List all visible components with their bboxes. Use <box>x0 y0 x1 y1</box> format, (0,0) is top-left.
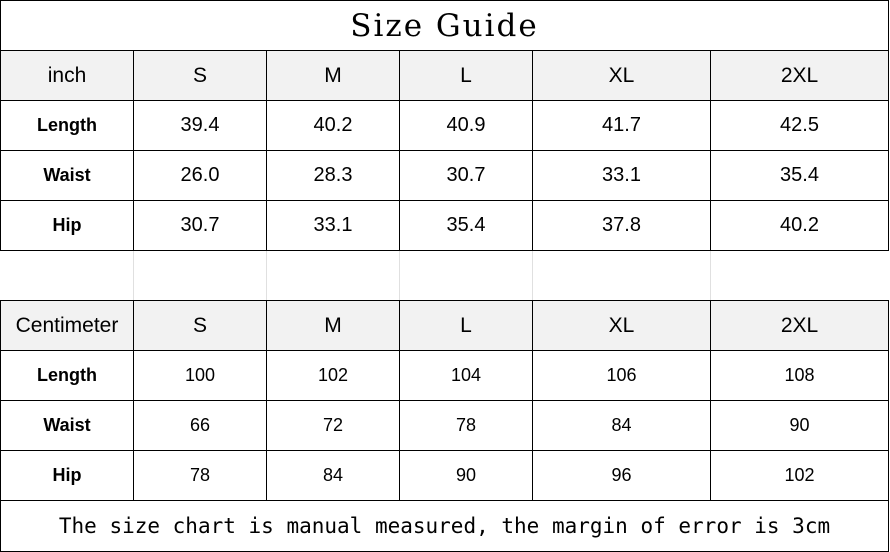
measurement-cell: 26.0 <box>133 150 267 201</box>
table-row: Waist 26.0 28.3 30.7 33.1 35.4 <box>0 150 889 201</box>
size-header: 2XL <box>710 50 889 101</box>
size-header: S <box>133 300 267 351</box>
measurement-cell: 96 <box>532 450 711 501</box>
header-row: Centimeter S M L XL 2XL <box>0 300 889 351</box>
row-label: Waist <box>0 400 134 451</box>
page-title: Size Guide <box>0 0 889 50</box>
row-label: Hip <box>0 450 134 501</box>
measurement-cell: 40.9 <box>399 100 533 151</box>
measurement-cell: 84 <box>266 450 400 501</box>
table-row: Hip 78 84 90 96 102 <box>0 450 889 501</box>
measurement-cell: 40.2 <box>710 200 889 251</box>
unit-label: inch <box>0 50 134 101</box>
row-label: Waist <box>0 150 134 201</box>
measurement-cell: 42.5 <box>710 100 889 151</box>
measurement-cell: 72 <box>266 400 400 451</box>
table-row: Length 39.4 40.2 40.9 41.7 42.5 <box>0 100 889 151</box>
measurement-cell: 100 <box>133 350 267 401</box>
size-header: M <box>266 300 400 351</box>
measurement-cell: 39.4 <box>133 100 267 151</box>
footer-note: The size chart is manual measured, the m… <box>0 500 889 552</box>
table-row: Length 100 102 104 106 108 <box>0 350 889 401</box>
measurement-cell: 78 <box>399 400 533 451</box>
size-header: 2XL <box>710 300 889 351</box>
measurement-cell: 78 <box>133 450 267 501</box>
measurement-cell: 41.7 <box>532 100 711 151</box>
unit-label: Centimeter <box>0 300 134 351</box>
measurement-cell: 30.7 <box>399 150 533 201</box>
size-header: L <box>399 50 533 101</box>
measurement-cell: 40.2 <box>266 100 400 151</box>
row-label: Length <box>0 350 134 401</box>
measurement-cell: 35.4 <box>399 200 533 251</box>
size-header: S <box>133 50 267 101</box>
size-header: XL <box>532 50 711 101</box>
measurement-cell: 84 <box>532 400 711 451</box>
measurement-cell: 30.7 <box>133 200 267 251</box>
measurement-cell: 108 <box>710 350 889 401</box>
cm-table: Centimeter S M L XL 2XL Length 100 102 104 106 108 W… <box>0 300 889 501</box>
measurement-cell: 90 <box>399 450 533 501</box>
row-label: Length <box>0 100 134 151</box>
size-header: M <box>266 50 400 101</box>
measurement-cell: 66 <box>133 400 267 451</box>
size-header: XL <box>532 300 711 351</box>
spacer-row <box>0 251 889 300</box>
measurement-cell: 102 <box>710 450 889 501</box>
measurement-cell: 33.1 <box>266 200 400 251</box>
measurement-cell: 90 <box>710 400 889 451</box>
measurement-cell: 35.4 <box>710 150 889 201</box>
measurement-cell: 28.3 <box>266 150 400 201</box>
measurement-cell: 104 <box>399 350 533 401</box>
table-row: Waist 66 72 78 84 90 <box>0 400 889 451</box>
measurement-cell: 37.8 <box>532 200 711 251</box>
measurement-cell: 102 <box>266 350 400 401</box>
header-row: inch S M L XL 2XL <box>0 50 889 101</box>
table-row: Hip 30.7 33.1 35.4 37.8 40.2 <box>0 200 889 251</box>
row-label: Hip <box>0 200 134 251</box>
measurement-cell: 33.1 <box>532 150 711 201</box>
measurement-cell: 106 <box>532 350 711 401</box>
inch-table: inch S M L XL 2XL Length 39.4 40.2 40.9 41.7 42.5 Wa… <box>0 50 889 251</box>
size-header: L <box>399 300 533 351</box>
